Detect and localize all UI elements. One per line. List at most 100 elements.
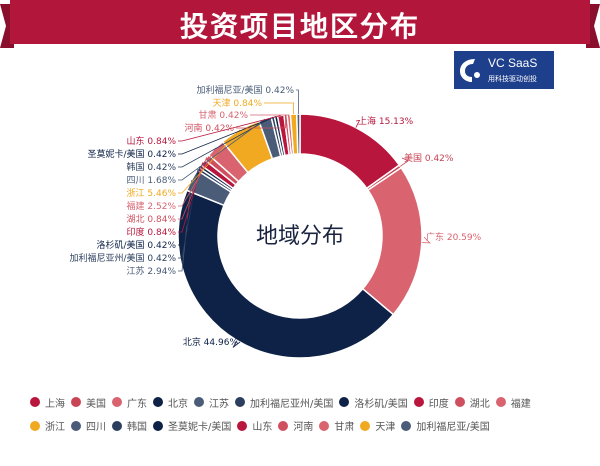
- legend-dot-icon: [112, 420, 122, 431]
- legend-label: 印度: [428, 398, 449, 410]
- legend-dot-icon: [454, 397, 465, 407]
- leader-line: [264, 102, 294, 115]
- legend-dot-icon: [71, 397, 81, 407]
- legend-label: 洛杉矶/美国: [354, 398, 408, 410]
- legend-label: 浙江: [45, 422, 65, 433]
- leader-line: [355, 119, 361, 128]
- slice-北京: [177, 189, 395, 359]
- page-title: 投资项目地区分布: [179, 10, 420, 43]
- label-甘肃: 甘肃 0.42%: [199, 109, 249, 121]
- legend-item[interactable]: 加利福尼亚州/美国: [235, 395, 333, 410]
- legend-label: 韩国: [127, 422, 147, 433]
- label-加利福尼亚州/美国: 加利福尼亚州/美国 0.42%: [70, 252, 177, 264]
- legend-label: 美国: [86, 398, 106, 410]
- legend-dot-icon: [319, 420, 330, 431]
- legend-dot-icon: [237, 420, 248, 431]
- leader-line: [421, 236, 431, 244]
- label-韩国: 韩国 0.42%: [127, 161, 177, 173]
- legend-label: 河南: [293, 422, 314, 433]
- legend-item[interactable]: 江苏: [194, 395, 229, 410]
- legend-item[interactable]: 广东: [112, 395, 147, 410]
- legend-label: 山东: [252, 422, 273, 433]
- label-浙江: 浙江 5.46%: [127, 187, 177, 199]
- legend-item[interactable]: 上海: [30, 395, 65, 410]
- label-四川: 四川 1.68%: [127, 176, 177, 186]
- slice-加利福尼亚/美国: [296, 113, 301, 155]
- legend-dot-icon: [112, 397, 122, 407]
- label-usa: 美国 0.42%: [404, 152, 454, 164]
- legend-item[interactable]: 福建: [495, 395, 531, 410]
- legend-item[interactable]: 美国: [71, 395, 106, 410]
- label-河南: 河南 0.42%: [185, 122, 235, 134]
- label-加利福尼亚/美国: 加利福尼亚/美国 0.42%: [197, 84, 295, 96]
- leader-line: [399, 157, 410, 167]
- legend-label: 广东: [127, 398, 147, 410]
- legend-dot-icon: [71, 420, 81, 431]
- legend-dot-icon: [278, 420, 289, 431]
- legend-item[interactable]: 河南: [278, 418, 313, 433]
- legend-dot-icon: [413, 397, 424, 407]
- label-天津: 天津 0.84%: [213, 98, 263, 109]
- vc-saas-logo: VC SaaS 用科技驱动创投: [454, 51, 554, 89]
- legend-dot-icon: [30, 397, 40, 407]
- logo-icon: [460, 59, 480, 82]
- legend-label: 江苏: [209, 398, 229, 410]
- label-福建: 福建 2.52%: [127, 200, 177, 212]
- legend-item[interactable]: 湖北: [454, 395, 490, 410]
- legend-label: 四川: [86, 422, 106, 433]
- legend-item[interactable]: 甘肃: [319, 418, 354, 433]
- leader-line: [232, 340, 241, 348]
- label-shanghai: 上海 15.13%: [358, 115, 414, 127]
- legend-label: 加利福尼亚/美国: [416, 422, 490, 433]
- center-label: 地域分布: [256, 224, 344, 249]
- leader-line: [178, 116, 277, 155]
- logo-text: VC SaaS: [488, 56, 538, 70]
- legend-item[interactable]: 天津: [360, 418, 395, 433]
- logo-subtext: 用科技驱动创投: [488, 75, 537, 83]
- legend-item[interactable]: 浙江: [30, 418, 65, 433]
- label-beijing: 北京 44.96%: [183, 336, 239, 348]
- legend-item[interactable]: 洛杉矶/美国: [339, 395, 408, 410]
- label-圣莫妮卡/美国: 圣莫妮卡/美国 0.42%: [88, 148, 177, 160]
- legend-dot-icon: [194, 397, 204, 407]
- label-江苏: 江苏 2.94%: [127, 265, 177, 277]
- legend-item[interactable]: 加利福尼亚/美国: [401, 418, 490, 433]
- legend-dot-icon: [401, 420, 412, 431]
- legend-label: 湖北: [469, 398, 490, 410]
- label-洛杉矶/美国: 洛杉矶/美国 0.42%: [97, 239, 177, 251]
- legend-label: 北京: [168, 398, 188, 410]
- legend-dot-icon: [360, 420, 371, 431]
- legend-dot-icon: [153, 397, 163, 407]
- label-印度: 印度 0.84%: [127, 226, 177, 238]
- leader-line: [178, 129, 241, 194]
- legend-dot-icon: [339, 397, 350, 407]
- legend-item[interactable]: 四川: [71, 418, 106, 433]
- title-banner: [0, 0, 600, 48]
- leader-line: [178, 116, 274, 168]
- legend-dot-icon: [235, 397, 245, 407]
- slice-广东: [361, 166, 423, 316]
- leader-line: [178, 115, 281, 142]
- label-湖北: 湖北 0.84%: [127, 214, 177, 225]
- legend-dot-icon: [30, 420, 40, 431]
- legend-item[interactable]: 圣莫妮卡/美国: [153, 418, 231, 433]
- label-guangdong: 广东 20.59%: [426, 231, 482, 243]
- legend: 上海 美国 广东 北京 江苏 加利福尼亚州/美国 洛杉矶/美国 印度 湖北 福建浙江 四川 韩国 圣莫妮…: [30, 392, 570, 439]
- legend-label: 圣莫妮卡/美国: [168, 422, 232, 433]
- donut-chart: 上海 15.13% 美国 0.42% 广东 20.59% 北京 44.96% 江苏 2.…: [70, 84, 482, 359]
- legend-label: 加利福尼亚州/美国: [250, 398, 334, 410]
- leader-line: [178, 147, 216, 207]
- legend-dot-icon: [495, 397, 506, 407]
- legend-label: 甘肃: [334, 422, 355, 433]
- label-山东: 山东 0.84%: [127, 135, 177, 147]
- legend-item[interactable]: 山东: [237, 418, 272, 433]
- leader-line: [178, 118, 266, 181]
- legend-label: 福建: [510, 398, 531, 410]
- leader-line: [296, 89, 299, 115]
- legend-item[interactable]: 北京: [153, 395, 188, 410]
- legend-item[interactable]: 韩国: [112, 418, 147, 433]
- legend-item[interactable]: 印度: [413, 395, 449, 410]
- legend-label: 天津: [375, 422, 396, 433]
- legend-dot-icon: [153, 420, 163, 431]
- legend-label: 上海: [45, 398, 65, 410]
